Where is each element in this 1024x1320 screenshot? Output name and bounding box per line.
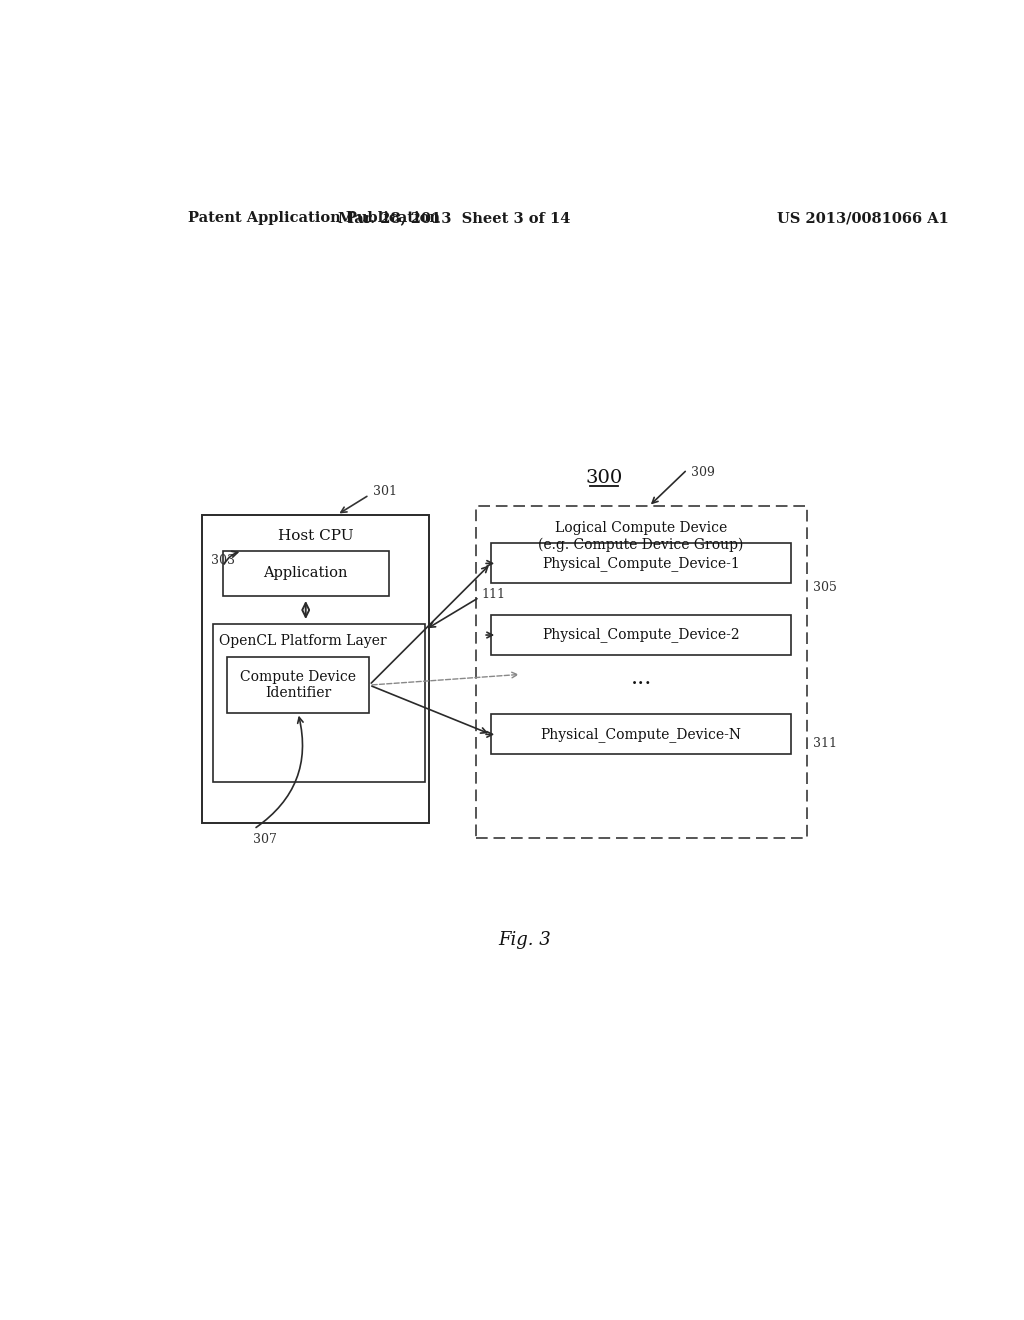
Bar bbox=[213, 624, 425, 781]
Text: Logical Compute Device: Logical Compute Device bbox=[555, 521, 727, 535]
Text: Patent Application Publication: Patent Application Publication bbox=[188, 211, 440, 226]
Text: 305: 305 bbox=[813, 581, 837, 594]
Text: US 2013/0081066 A1: US 2013/0081066 A1 bbox=[777, 211, 949, 226]
Text: Physical_Compute_Device-2: Physical_Compute_Device-2 bbox=[543, 627, 740, 643]
Bar bbox=[202, 515, 429, 822]
Text: 300: 300 bbox=[586, 469, 623, 487]
Text: 311: 311 bbox=[813, 737, 837, 750]
Text: 307: 307 bbox=[253, 833, 278, 846]
Bar bbox=[226, 657, 370, 713]
Text: Compute Device
Identifier: Compute Device Identifier bbox=[240, 671, 356, 700]
Text: 111: 111 bbox=[481, 587, 506, 601]
Bar bbox=[490, 615, 792, 655]
Text: Application: Application bbox=[263, 566, 348, 581]
Text: Physical_Compute_Device-N: Physical_Compute_Device-N bbox=[541, 727, 741, 742]
Bar bbox=[490, 714, 792, 755]
Text: Fig. 3: Fig. 3 bbox=[499, 931, 551, 949]
Bar bbox=[490, 544, 792, 583]
Text: 301: 301 bbox=[373, 484, 397, 498]
Text: ...: ... bbox=[631, 667, 651, 689]
Text: 303: 303 bbox=[211, 554, 236, 566]
Bar bbox=[223, 552, 388, 595]
Text: Host CPU: Host CPU bbox=[278, 529, 353, 544]
Text: OpenCL Platform Layer: OpenCL Platform Layer bbox=[219, 634, 387, 648]
Text: Physical_Compute_Device-1: Physical_Compute_Device-1 bbox=[542, 556, 740, 570]
Text: Mar. 28, 2013  Sheet 3 of 14: Mar. 28, 2013 Sheet 3 of 14 bbox=[338, 211, 570, 226]
Text: (e.g. Compute Device Group): (e.g. Compute Device Group) bbox=[539, 537, 743, 552]
Bar bbox=[475, 507, 807, 838]
Text: 309: 309 bbox=[691, 466, 715, 479]
